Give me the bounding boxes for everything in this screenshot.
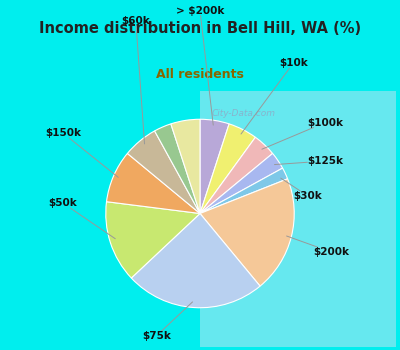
Text: $150k: $150k <box>45 128 118 177</box>
Text: $30k: $30k <box>281 178 322 201</box>
Text: All residents: All residents <box>156 68 244 81</box>
Text: $75k: $75k <box>142 302 192 341</box>
Wedge shape <box>127 131 200 214</box>
Text: $10k: $10k <box>241 58 308 134</box>
Wedge shape <box>131 214 260 308</box>
Text: City-Data.com: City-Data.com <box>212 108 276 118</box>
Text: $60k: $60k <box>122 16 150 144</box>
Text: > $200k: > $200k <box>176 6 224 125</box>
Wedge shape <box>200 119 229 214</box>
Text: $200k: $200k <box>286 236 349 257</box>
Wedge shape <box>200 179 294 286</box>
Wedge shape <box>155 124 200 214</box>
Text: $100k: $100k <box>262 118 344 149</box>
Text: Income distribution in Bell Hill, WA (%): Income distribution in Bell Hill, WA (%) <box>39 21 361 36</box>
Bar <box>200 91 396 346</box>
Wedge shape <box>200 124 255 214</box>
Wedge shape <box>106 153 200 214</box>
Wedge shape <box>200 137 273 214</box>
Wedge shape <box>200 168 288 214</box>
Wedge shape <box>171 119 200 214</box>
Wedge shape <box>106 202 200 278</box>
Text: $50k: $50k <box>48 198 115 239</box>
Text: $125k: $125k <box>274 156 344 166</box>
Wedge shape <box>200 153 282 214</box>
